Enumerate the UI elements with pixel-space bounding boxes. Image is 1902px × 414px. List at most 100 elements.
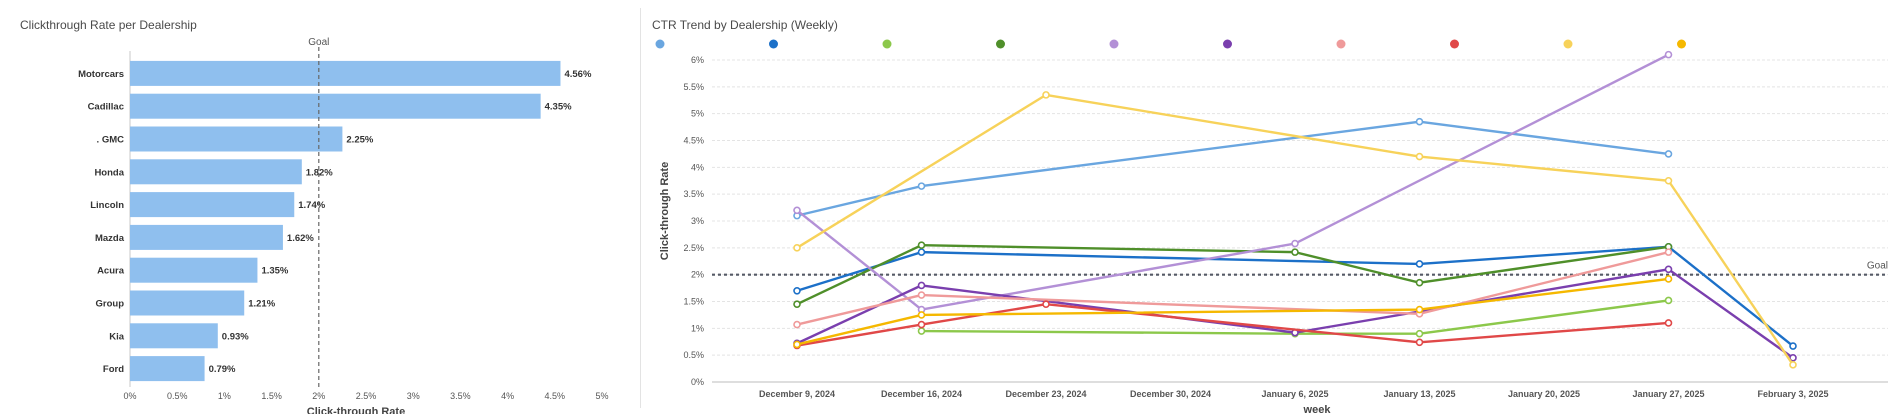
series-point[interactable] [793, 320, 801, 329]
legend-marker-8[interactable] [1563, 39, 1573, 49]
series-point[interactable] [1664, 275, 1673, 283]
legend-marker-1[interactable] [769, 39, 778, 49]
series-point[interactable] [917, 311, 926, 319]
legend-marker-3[interactable] [996, 39, 1005, 49]
series-point[interactable] [1664, 319, 1673, 327]
series-point[interactable] [917, 248, 926, 256]
bar-category-label: Ford [103, 364, 124, 375]
series-point[interactable] [1415, 329, 1424, 338]
bar-x-tick-label: 5% [595, 391, 608, 401]
bar-x-tick-label: 0.5% [167, 391, 188, 401]
legend-marker-2[interactable] [882, 39, 892, 49]
legend-marker-0[interactable] [655, 39, 665, 49]
bar-4[interactable] [130, 192, 295, 218]
series-line-9[interactable] [796, 277, 1669, 346]
series-point[interactable] [1042, 91, 1050, 99]
series-point[interactable] [917, 291, 926, 299]
series-point[interactable] [1415, 260, 1424, 268]
legend-marker-6[interactable] [1336, 39, 1346, 49]
bar-8[interactable] [130, 323, 218, 349]
legend-marker-4[interactable] [1109, 39, 1119, 49]
series-point[interactable] [917, 281, 926, 290]
bar-2[interactable] [130, 126, 343, 152]
panel-divider [640, 8, 641, 408]
series-point[interactable] [1664, 50, 1673, 59]
series-point[interactable] [1042, 300, 1050, 308]
line-y-axis-title: Click-through Rate [659, 162, 671, 260]
bar-data-label: 2.25% [346, 135, 373, 146]
series-point[interactable] [1415, 278, 1424, 287]
series-point[interactable] [1664, 176, 1673, 185]
line-x-tick-label: February 3, 2025 [1757, 389, 1828, 399]
bar-goal-label: Goal [308, 37, 329, 48]
series-point[interactable] [917, 182, 926, 190]
bar-data-label: 1.21% [248, 299, 275, 310]
series-line-0[interactable] [796, 120, 1669, 217]
ctr-trend-line-chart: 0% 0.5% 1% 1.5% 2% 2.5% 3% 3.5% 4% 4.5% 5% 5.5% 6% De… [655, 39, 1888, 414]
series-point[interactable] [1789, 361, 1797, 369]
line-x-tick-label: January 27, 2025 [1632, 389, 1704, 399]
bar-9[interactable] [130, 356, 205, 382]
bar-1[interactable] [130, 93, 541, 119]
bar-data-label: 4.56% [564, 69, 591, 80]
legend-marker-5[interactable] [1223, 39, 1232, 49]
bar-category-label: Mazda [95, 233, 125, 244]
bar-category-label: Motorcars [78, 69, 124, 80]
series-point[interactable] [1664, 248, 1673, 256]
series-point[interactable] [793, 244, 801, 252]
bar-data-label: 1.62% [287, 233, 314, 244]
line-y-tick-label: 6% [691, 55, 704, 65]
line-y-tick-label: 2% [691, 270, 704, 280]
series-point[interactable] [1291, 248, 1299, 256]
series-point[interactable] [793, 286, 801, 295]
bar-data-label: 0.79% [209, 364, 236, 375]
series-point[interactable] [917, 241, 926, 249]
series-line-2[interactable] [921, 299, 1669, 335]
bar-x-tick-label: 4.5% [545, 391, 566, 401]
ctr-per-dealership-panel: Clickthrough Rate per Dealership Motorca… [0, 0, 640, 414]
series-point[interactable] [793, 340, 801, 349]
line-y-tick-label: 5% [691, 109, 704, 119]
series-point[interactable] [917, 327, 926, 335]
bar-7[interactable] [130, 290, 245, 316]
line-y-tick-label: 3% [691, 216, 704, 226]
bar-chart-title: Clickthrough Rate per Dealership [20, 18, 197, 32]
legend-marker-9[interactable] [1677, 39, 1686, 49]
bar-x-tick-label: 2.5% [356, 391, 377, 401]
line-y-tick-label: 0% [691, 377, 704, 387]
line-chart-title: CTR Trend by Dealership (Weekly) [652, 18, 838, 32]
series-line-6[interactable] [796, 250, 1669, 326]
bar-3[interactable] [130, 159, 302, 185]
line-y-tick-label: 1% [691, 323, 704, 333]
series-point[interactable] [1415, 338, 1424, 347]
series-point[interactable] [1789, 354, 1797, 362]
line-x-tick-label: January 13, 2025 [1383, 389, 1455, 399]
legend-marker-7[interactable] [1450, 39, 1459, 49]
series-point[interactable] [1415, 305, 1424, 314]
series-line-4[interactable] [796, 53, 1670, 311]
bar-data-label: 0.93% [222, 331, 249, 342]
series-point[interactable] [1664, 150, 1673, 158]
bar-category-label: Acura [97, 266, 125, 277]
bar-x-tick-label: 3.5% [450, 391, 471, 401]
series-point[interactable] [1789, 342, 1797, 350]
bar-0[interactable] [130, 60, 561, 86]
bar-data-label: 1.35% [261, 266, 288, 277]
bar-category-label: . GMC [97, 135, 125, 146]
line-y-tick-label: 0.5% [683, 350, 704, 360]
bar-5[interactable] [130, 224, 283, 250]
series-point[interactable] [1291, 239, 1299, 248]
ctr-trend-panel: CTR Trend by Dealership (Weekly) 0% 0.5% 1… [642, 0, 1902, 414]
bar-6[interactable] [130, 257, 258, 283]
series-point[interactable] [1415, 117, 1424, 126]
series-point[interactable] [917, 320, 926, 329]
series-point[interactable] [1664, 265, 1673, 274]
bar-data-label: 1.74% [298, 200, 325, 211]
bar-x-tick-label: 1.5% [261, 391, 282, 401]
series-point[interactable] [1664, 296, 1673, 305]
bar-category-label: Kia [109, 331, 125, 342]
series-point[interactable] [1415, 152, 1424, 161]
bar-x-tick-label: 3% [407, 391, 420, 401]
series-point[interactable] [793, 300, 801, 308]
series-point[interactable] [793, 206, 801, 215]
